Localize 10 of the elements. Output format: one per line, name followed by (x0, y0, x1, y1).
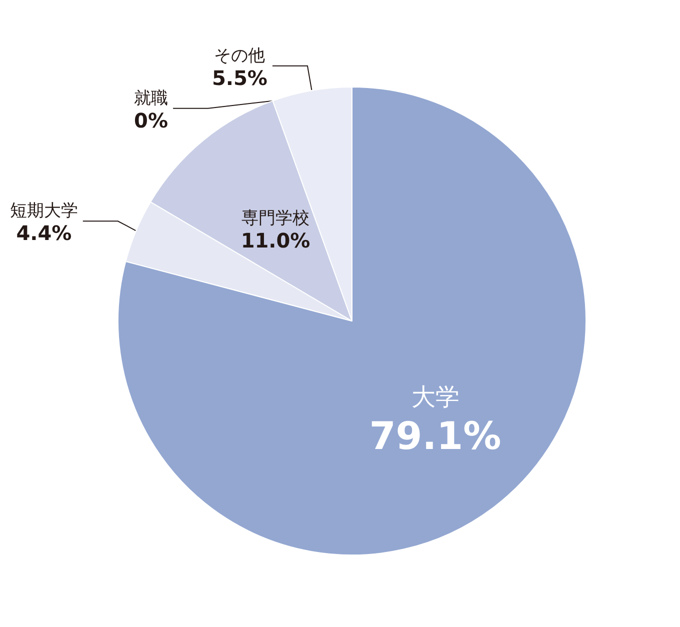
slice-label: 大学 (411, 383, 460, 412)
data-label: 4.4% (16, 221, 72, 246)
slice-label: 短期大学 (10, 201, 78, 222)
slice-label: その他 (214, 46, 266, 66)
category-label: 就職 (134, 88, 168, 108)
slice-label: 専門学校 (242, 208, 310, 229)
data-label: 5.5% (212, 66, 268, 90)
data-label: 11.0% (240, 228, 310, 253)
text: 0% (134, 108, 168, 132)
data-label: 79.1% (369, 414, 502, 458)
